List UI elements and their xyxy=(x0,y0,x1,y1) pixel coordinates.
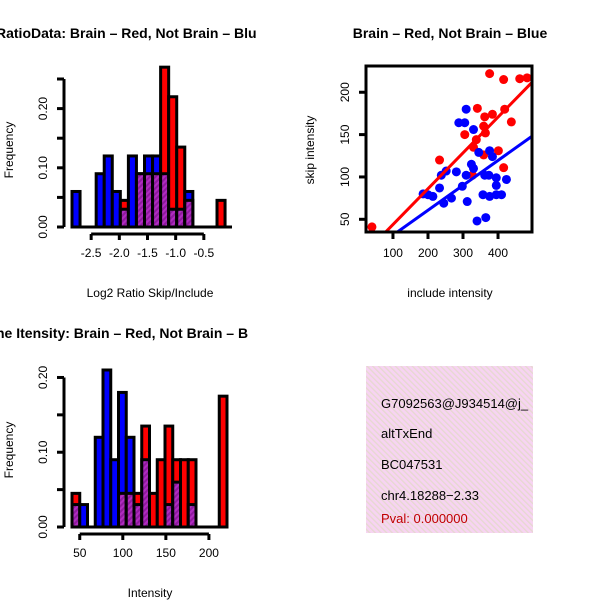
x-tick-label: -2.5 xyxy=(81,246,102,260)
brain-point xyxy=(522,73,532,83)
brain-point xyxy=(499,163,509,173)
x-tick-label: 50 xyxy=(73,546,87,560)
y-tick-label: 0.20 xyxy=(36,365,50,389)
ratio-histogram-title: RatioData: Brain – Red, Not Brain – Blu xyxy=(0,25,257,41)
intensity-histogram-title: ne Itensity: Brain – Red, Not Brain – B xyxy=(0,325,248,341)
y-tick-label: 50 xyxy=(338,212,352,226)
event-id: G7092563@J934514@j_ xyxy=(381,396,529,411)
not-brain-point xyxy=(428,191,438,201)
x-tick-label: 200 xyxy=(418,246,438,260)
p-value: Pval: 0.000000 xyxy=(381,511,468,526)
not-brain-point xyxy=(435,183,445,193)
y-tick-label: 150 xyxy=(338,124,352,144)
gene-accession: BC047531 xyxy=(381,457,442,472)
not-brain-point xyxy=(487,152,497,162)
intensity-scatter-ylabel: skip intensity xyxy=(303,116,317,185)
event-type: altTxEnd xyxy=(381,426,432,441)
x-tick-label: -1.5 xyxy=(137,246,158,260)
x-tick-label: 300 xyxy=(453,246,473,260)
not-brain-point xyxy=(474,147,484,157)
info-box-background xyxy=(366,366,533,533)
brain-point xyxy=(367,222,377,232)
not-brain-bar xyxy=(78,503,89,529)
y-tick-label: 0.10 xyxy=(36,440,50,464)
y-tick-label: 0.00 xyxy=(36,215,50,239)
not-brain-point xyxy=(491,173,501,183)
chromosome-location: chr4.18288−2.33 xyxy=(381,488,479,503)
x-tick-label: 200 xyxy=(199,546,219,560)
plot-frame xyxy=(364,64,534,234)
not-brain-point xyxy=(481,213,491,223)
intensity-histogram-xlabel: Intensity xyxy=(128,586,173,600)
brain-point xyxy=(499,75,509,85)
ratio-histogram: RatioData: Brain – Red, Not Brain – Blu … xyxy=(0,25,257,300)
not-brain-point xyxy=(469,125,479,135)
x-tick-label: 100 xyxy=(113,546,133,560)
not-brain-point xyxy=(462,197,472,207)
x-tick-label: 150 xyxy=(156,546,176,560)
brain-point xyxy=(493,146,503,156)
ratio-histogram-ylabel: Frequency xyxy=(2,122,16,179)
x-tick-label: -1.0 xyxy=(165,246,186,260)
brain-point xyxy=(487,109,497,119)
y-tick-label: 200 xyxy=(338,82,352,102)
overlap-bar xyxy=(183,198,195,229)
plot-area xyxy=(367,69,532,232)
not-brain-point xyxy=(469,163,479,173)
not-brain-point xyxy=(501,174,511,184)
not-brain-point xyxy=(491,180,501,190)
x-tick-label: -2.0 xyxy=(109,246,130,260)
brain-point xyxy=(472,103,482,113)
not-brain-fit-line xyxy=(394,135,532,232)
not-brain-point xyxy=(472,216,482,226)
intensity-scatter-xlabel: include intensity xyxy=(407,286,492,300)
info-box: G7092563@J934514@j_ altTxEnd BC047531 ch… xyxy=(366,366,533,533)
intensity-histogram: ne Itensity: Brain – Red, Not Brain – B … xyxy=(0,325,248,600)
y-tick-label: 0.10 xyxy=(36,156,50,180)
brain-bar xyxy=(215,198,227,229)
y-tick-label: 0.20 xyxy=(36,97,50,121)
brain-point xyxy=(460,130,470,140)
not-brain-bar xyxy=(70,189,82,229)
brain-point xyxy=(480,112,490,122)
x-tick-label: 400 xyxy=(488,246,508,260)
intensity-scatter: Brain – Red, Not Brain – Blue include in… xyxy=(303,25,547,300)
brain-bar xyxy=(217,394,229,529)
brain-point xyxy=(506,117,516,127)
not-brain-point xyxy=(451,167,461,177)
y-tick-label: 100 xyxy=(338,167,352,187)
brain-point xyxy=(435,155,445,165)
x-tick-label: 100 xyxy=(383,246,403,260)
brain-point xyxy=(515,74,525,84)
ratio-histogram-xlabel: Log2 Ratio Skip/Include xyxy=(87,286,214,300)
x-tick-label: -0.5 xyxy=(193,246,214,260)
not-brain-point xyxy=(461,170,471,180)
brain-fit-line xyxy=(383,81,532,232)
intensity-scatter-title: Brain – Red, Not Brain – Blue xyxy=(353,25,548,41)
intensity-histogram-ylabel: Frequency xyxy=(2,422,16,479)
not-brain-point xyxy=(461,104,471,114)
not-brain-point xyxy=(484,170,494,180)
not-brain-point xyxy=(497,190,507,200)
not-brain-point xyxy=(460,118,470,128)
y-tick-label: 0.00 xyxy=(36,515,50,539)
overlap-bar xyxy=(186,503,198,529)
brain-point xyxy=(485,69,495,79)
